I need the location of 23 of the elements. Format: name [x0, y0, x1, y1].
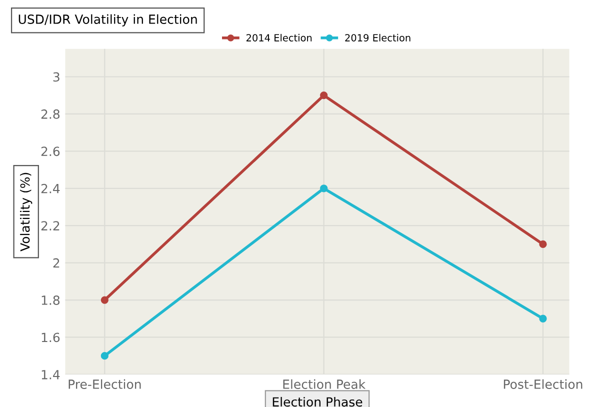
point [539, 314, 547, 322]
chart-title: USD/IDR Volatility in Election [18, 14, 197, 26]
x-tick-label: Post-Election [504, 379, 582, 389]
y-axis-title: Volatility (%) [20, 172, 32, 252]
point [320, 184, 328, 192]
point [320, 92, 328, 100]
legend-label: 2014 Election [246, 34, 312, 42]
y-tick-label: 2.2 [41, 221, 60, 230]
y-tick-label: 2.4 [41, 184, 60, 194]
y-tick-label: 1.8 [42, 295, 60, 305]
x-tick-label: Election Peak [283, 379, 366, 389]
point [100, 296, 108, 304]
y-tick-label: 2.8 [41, 109, 60, 119]
x-axis-title: Election Phase [272, 396, 362, 407]
y-tick-label: 1.6 [42, 332, 60, 342]
y-tick-label: 2.6 [41, 146, 60, 156]
point [539, 240, 547, 248]
y-tick-label: 2 [53, 258, 60, 268]
x-tick-label: Pre-Election [68, 379, 141, 389]
y-tick-label: 3 [53, 72, 60, 82]
y-tick-label: 1.4 [42, 370, 60, 380]
legend-label: 2019 Election [345, 34, 410, 42]
point [100, 352, 108, 360]
